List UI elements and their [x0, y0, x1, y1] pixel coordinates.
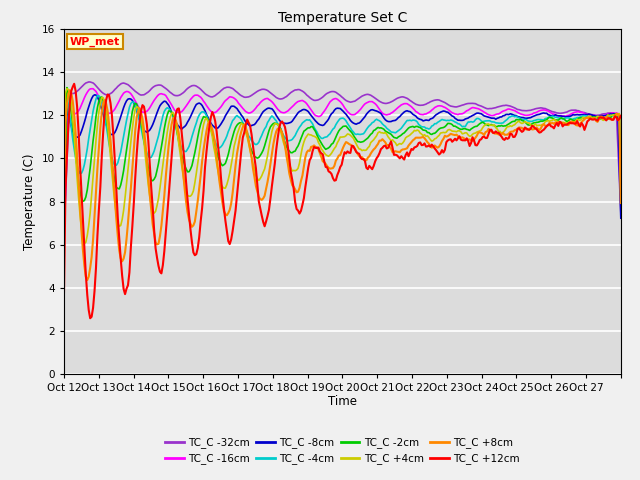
Y-axis label: Temperature (C): Temperature (C) [23, 153, 36, 250]
Legend: TC_C -32cm, TC_C -16cm, TC_C -8cm, TC_C -4cm, TC_C -2cm, TC_C +4cm, TC_C +8cm, T: TC_C -32cm, TC_C -16cm, TC_C -8cm, TC_C … [161, 433, 524, 468]
Title: Temperature Set C: Temperature Set C [278, 11, 407, 25]
X-axis label: Time: Time [328, 395, 357, 408]
Text: WP_met: WP_met [70, 36, 120, 47]
